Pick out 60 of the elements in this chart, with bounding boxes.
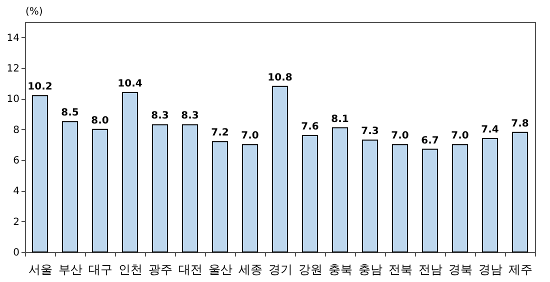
y-axis-title: (%) bbox=[26, 6, 43, 18]
x-tick-label: 대구 bbox=[88, 262, 112, 276]
bar bbox=[362, 140, 378, 252]
bar bbox=[122, 92, 138, 252]
bar bbox=[452, 144, 468, 252]
y-tick-label: 14 bbox=[6, 32, 20, 44]
y-tick-label: 2 bbox=[13, 216, 20, 228]
y-tick-label: 6 bbox=[13, 156, 20, 166]
bar bbox=[62, 121, 78, 252]
data-label: 7.0 bbox=[241, 130, 259, 142]
y-tick-label: 8 bbox=[13, 124, 20, 136]
x-tick-label: 부산 bbox=[58, 262, 82, 276]
bar bbox=[392, 144, 408, 252]
x-tick-label: 전남 bbox=[418, 262, 442, 276]
data-label: 7.6 bbox=[301, 121, 319, 132]
data-label: 7.0 bbox=[391, 130, 409, 142]
x-tick-label: 광주 bbox=[148, 262, 172, 276]
x-tick-label: 경남 bbox=[478, 262, 502, 276]
data-label: 8.3 bbox=[151, 110, 169, 122]
y-tick-label: 0 bbox=[13, 248, 20, 258]
bar bbox=[422, 148, 438, 252]
data-label: 8.1 bbox=[331, 114, 349, 125]
bar bbox=[332, 127, 348, 252]
data-label: 7.3 bbox=[361, 126, 379, 138]
data-label: 10.2 bbox=[28, 82, 52, 93]
y-tick-label: 10 bbox=[6, 94, 20, 106]
x-tick-label: 제주 bbox=[508, 262, 532, 276]
x-tick-label: 대전 bbox=[178, 262, 202, 276]
data-label: 8.5 bbox=[61, 108, 79, 119]
y-tick-label: 12 bbox=[6, 64, 20, 74]
bar bbox=[32, 95, 48, 252]
bar bbox=[482, 138, 498, 252]
x-tick-label: 충북 bbox=[328, 262, 352, 276]
bar bbox=[182, 124, 198, 252]
x-tick-label: 강원 bbox=[298, 262, 322, 276]
bar bbox=[152, 124, 168, 252]
x-tick-label: 인천 bbox=[118, 262, 142, 276]
bar bbox=[272, 86, 288, 252]
x-tick-label: 충남 bbox=[358, 262, 382, 276]
x-tick-label: 울산 bbox=[208, 262, 232, 276]
data-label: 7.4 bbox=[481, 124, 499, 136]
x-tick-label: 서울 bbox=[28, 262, 52, 276]
bar bbox=[512, 132, 528, 252]
x-tick-label: 경기 bbox=[268, 262, 292, 276]
data-label: 10.8 bbox=[268, 72, 292, 84]
data-label: 7.8 bbox=[511, 118, 529, 130]
data-label: 7.2 bbox=[211, 128, 229, 139]
data-label: 8.0 bbox=[91, 115, 109, 126]
bar bbox=[242, 144, 258, 252]
bar bbox=[212, 141, 228, 252]
x-tick-label: 전북 bbox=[388, 262, 412, 276]
bar bbox=[302, 134, 318, 252]
data-label: 8.3 bbox=[181, 110, 199, 122]
data-label: 7.0 bbox=[451, 130, 469, 142]
x-tick-label: 경북 bbox=[448, 262, 472, 276]
data-label: 6.7 bbox=[421, 135, 439, 146]
data-label: 10.4 bbox=[118, 78, 142, 90]
bar bbox=[92, 128, 108, 252]
y-tick-label: 4 bbox=[13, 186, 20, 198]
x-tick-label: 세종 bbox=[238, 262, 262, 276]
